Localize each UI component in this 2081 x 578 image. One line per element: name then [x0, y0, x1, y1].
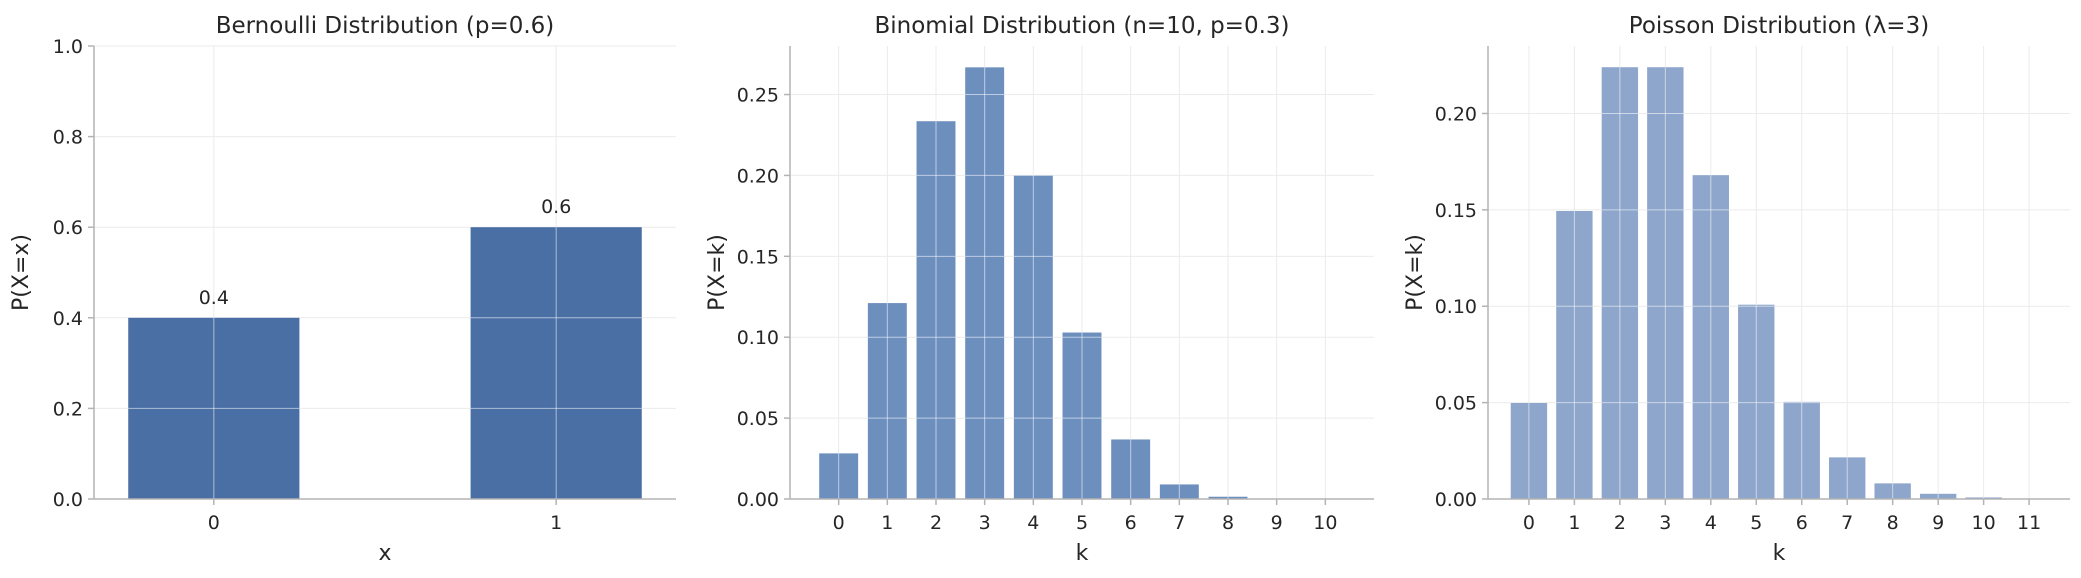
x-tick-label: 3: [979, 512, 991, 534]
y-tick-label: 0.4: [53, 308, 83, 330]
y-tick-label: 0.15: [1435, 200, 1477, 222]
x-tick-label: 6: [1796, 512, 1808, 534]
poisson-chart: 0.00 0.05 0.10 0.15 0.20 0 1 2 3 4 5 6 7 8 9 10 11 Poisso…: [1403, 13, 2070, 566]
data-label: 0.4: [199, 287, 229, 309]
x-axis-label: k: [1773, 541, 1786, 566]
x-tick-label: 1: [550, 512, 562, 534]
x-tick-label: 9: [1932, 512, 1944, 534]
y-tick-label: 0.00: [1435, 489, 1477, 511]
y-tick-label: 0.05: [737, 408, 779, 430]
x-tick-label: 4: [1705, 512, 1717, 534]
y-axis-label: P(X=x): [9, 234, 34, 311]
y-tick-label: 0.05: [1435, 393, 1477, 415]
x-axis-label: x: [378, 541, 391, 566]
chart-title: Bernoulli Distribution (p=0.6): [216, 13, 555, 39]
x-tick-label: 0: [833, 512, 845, 534]
chart-title: Binomial Distribution (n=10, p=0.3): [874, 13, 1289, 39]
x-tick-label: 4: [1027, 512, 1039, 534]
x-tick-label: 7: [1841, 512, 1853, 534]
y-tick-label: 0.15: [737, 246, 779, 268]
y-tick-label: 0.10: [1435, 296, 1477, 318]
x-tick-label: 2: [930, 512, 942, 534]
y-tick-label: 0.8: [53, 127, 83, 149]
x-tick-label: 10: [1972, 512, 1996, 534]
y-axis-label: P(X=k): [1403, 234, 1428, 311]
data-label: 0.6: [541, 196, 571, 218]
y-tick-label: 0.2: [53, 398, 83, 420]
y-tick-label: 0.10: [737, 327, 779, 349]
x-tick-label: 10: [1313, 512, 1337, 534]
y-axis-label: P(X=k): [705, 234, 730, 311]
x-tick-label: 0: [208, 512, 220, 534]
bernoulli-chart: 0.0 0.2 0.4 0.6 0.8 1.0 0 1 0.4 0.6 Bernoulli Dist…: [9, 13, 676, 566]
chart-title: Poisson Distribution (λ=3): [1629, 13, 1929, 39]
x-tick-label: 8: [1887, 512, 1899, 534]
binomial-chart: 0.00 0.05 0.10 0.15 0.20 0.25 0 1 2 3 4 5 6 7 8 9 10 Bino…: [705, 13, 1374, 566]
x-tick-label: 1: [1568, 512, 1580, 534]
y-tick-label: 0.25: [737, 85, 779, 107]
y-tick-label: 0.20: [737, 165, 779, 187]
x-tick-label: 6: [1125, 512, 1137, 534]
x-tick-label: 2: [1614, 512, 1626, 534]
y-tick-label: 0.0: [53, 489, 83, 511]
x-tick-label: 5: [1750, 512, 1762, 534]
y-tick-label: 0.20: [1435, 103, 1477, 125]
x-tick-label: 3: [1659, 512, 1671, 534]
x-tick-label: 5: [1076, 512, 1088, 534]
y-tick-label: 0.6: [53, 217, 83, 239]
x-tick-label: 8: [1222, 512, 1234, 534]
x-tick-label: 0: [1523, 512, 1535, 534]
x-tick-label: 9: [1271, 512, 1283, 534]
x-tick-label: 11: [2017, 512, 2041, 534]
x-tick-label: 1: [881, 512, 893, 534]
x-tick-label: 7: [1173, 512, 1185, 534]
y-tick-label: 0.00: [737, 489, 779, 511]
x-axis-label: k: [1076, 541, 1089, 566]
y-tick-label: 1.0: [53, 36, 83, 58]
